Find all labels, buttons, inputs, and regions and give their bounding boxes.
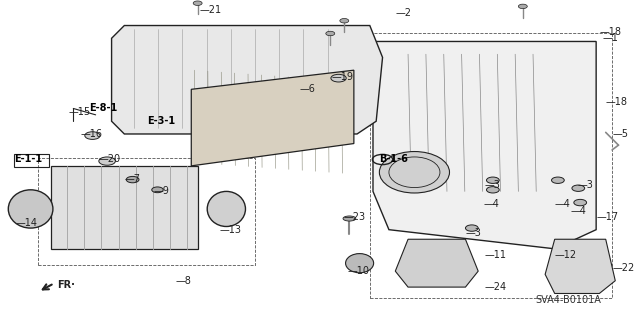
- Ellipse shape: [380, 152, 449, 193]
- Ellipse shape: [518, 4, 527, 9]
- Text: —3: —3: [577, 180, 593, 190]
- Bar: [38, 158, 255, 265]
- Polygon shape: [545, 239, 615, 293]
- Text: —6: —6: [300, 84, 316, 94]
- Text: —19: —19: [332, 71, 353, 82]
- Text: —1: —1: [602, 33, 618, 43]
- Ellipse shape: [326, 31, 335, 36]
- Ellipse shape: [574, 199, 587, 206]
- Ellipse shape: [552, 177, 564, 183]
- Ellipse shape: [207, 191, 246, 226]
- Ellipse shape: [8, 190, 53, 228]
- Ellipse shape: [193, 1, 202, 5]
- Text: —4: —4: [483, 199, 499, 209]
- Text: —12: —12: [555, 250, 577, 260]
- Text: —24: —24: [484, 282, 507, 292]
- Polygon shape: [373, 41, 596, 249]
- Text: —20: —20: [99, 154, 121, 165]
- Text: —18: —18: [599, 27, 621, 37]
- Text: SVA4-B0101A: SVA4-B0101A: [536, 295, 602, 305]
- Polygon shape: [51, 166, 198, 249]
- Text: —15: —15: [68, 107, 90, 117]
- Text: E-3-1: E-3-1: [147, 116, 175, 126]
- Text: E-1-1: E-1-1: [14, 154, 42, 165]
- Polygon shape: [111, 26, 383, 134]
- Text: —11: —11: [484, 250, 507, 260]
- Text: —3: —3: [484, 180, 500, 190]
- Bar: [14, 154, 49, 167]
- Text: —5: —5: [612, 129, 628, 139]
- Text: —3: —3: [465, 228, 481, 238]
- Text: —9: —9: [153, 186, 169, 197]
- Ellipse shape: [343, 216, 356, 221]
- Text: —13: —13: [220, 225, 242, 235]
- Text: —7: —7: [124, 174, 140, 184]
- Text: —14: —14: [16, 218, 38, 228]
- Text: —17: —17: [596, 212, 618, 222]
- Text: —4: —4: [571, 205, 586, 216]
- Ellipse shape: [331, 74, 346, 82]
- Polygon shape: [396, 239, 478, 287]
- Text: —23: —23: [343, 212, 365, 222]
- Text: —4: —4: [555, 199, 571, 209]
- Text: —16: —16: [81, 129, 102, 139]
- Text: —2: —2: [396, 8, 412, 18]
- Text: —22: —22: [612, 263, 634, 273]
- Ellipse shape: [126, 176, 139, 183]
- Text: —21: —21: [200, 4, 221, 15]
- Polygon shape: [191, 70, 354, 166]
- Ellipse shape: [340, 19, 349, 23]
- Ellipse shape: [486, 177, 499, 183]
- Text: —8: —8: [175, 276, 191, 286]
- Bar: [370, 33, 612, 298]
- Ellipse shape: [346, 254, 374, 273]
- Ellipse shape: [572, 185, 585, 191]
- Ellipse shape: [84, 132, 100, 139]
- Ellipse shape: [152, 187, 163, 193]
- Ellipse shape: [465, 225, 478, 231]
- Text: —18: —18: [605, 97, 628, 107]
- Text: FR·: FR·: [58, 279, 76, 290]
- Text: —10: —10: [348, 266, 369, 276]
- Text: E-8-1: E-8-1: [89, 103, 118, 114]
- Text: B-1-6: B-1-6: [380, 154, 408, 165]
- Ellipse shape: [99, 157, 115, 165]
- Ellipse shape: [486, 187, 499, 193]
